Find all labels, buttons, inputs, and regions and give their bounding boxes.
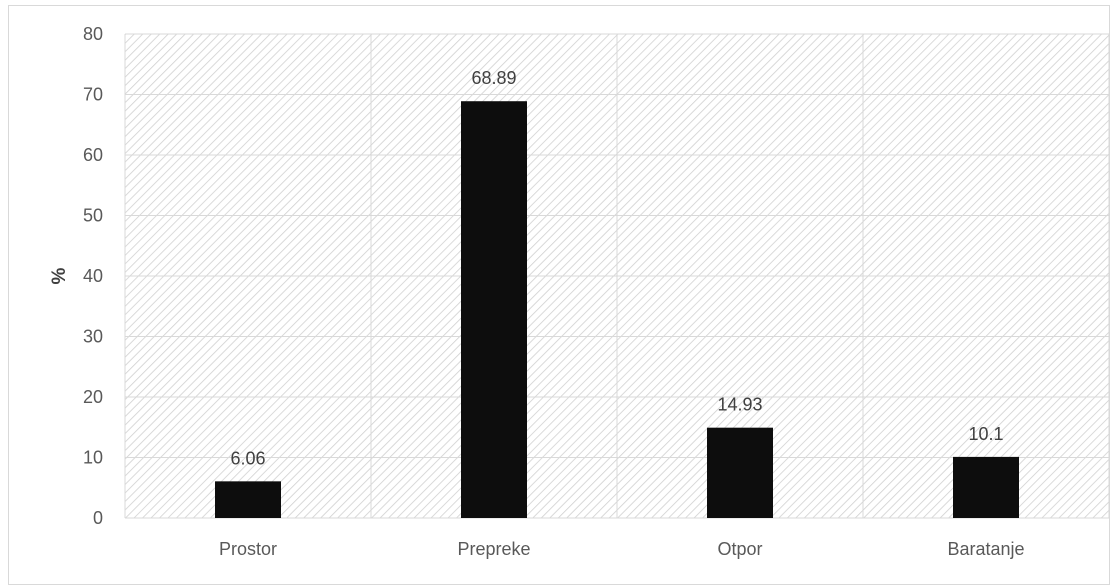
y-tick-label: 20 (83, 387, 103, 407)
x-tick-label: Prepreke (457, 539, 530, 559)
y-tick-label: 40 (83, 266, 103, 286)
x-tick-label: Baratanje (947, 539, 1024, 559)
bar-chart: 0 10 20 30 40 50 60 70 80 6.06 68.89 14.93 10.1 Pro… (49, 24, 1110, 559)
x-tick-label: Prostor (219, 539, 277, 559)
y-tick-label: 80 (83, 24, 103, 44)
data-label: 68.89 (471, 68, 516, 88)
y-axis-ticks: 0 10 20 30 40 50 60 70 80 (83, 24, 103, 528)
bar (953, 456, 1019, 518)
bars: 6.06 68.89 14.93 10.1 (215, 68, 1019, 518)
y-tick-label: 60 (83, 145, 103, 165)
x-axis-ticks: Prostor Prepreke Otpor Baratanje (219, 539, 1025, 559)
x-tick-label: Otpor (717, 539, 762, 559)
gridlines (124, 33, 1110, 519)
y-tick-label: 10 (83, 448, 103, 468)
y-tick-label: 70 (83, 85, 103, 105)
data-label: 10.1 (968, 424, 1003, 444)
bar (215, 481, 281, 518)
data-label: 6.06 (230, 448, 265, 468)
bar (707, 427, 773, 518)
y-tick-label: 0 (93, 508, 103, 528)
bar (461, 101, 527, 518)
y-tick-label: 30 (83, 327, 103, 347)
y-axis-title: % (49, 267, 70, 284)
data-label: 14.93 (717, 395, 762, 415)
chart-container: 0 10 20 30 40 50 60 70 80 6.06 68.89 14.93 10.1 Pro… (8, 5, 1110, 585)
y-tick-label: 50 (83, 206, 103, 226)
